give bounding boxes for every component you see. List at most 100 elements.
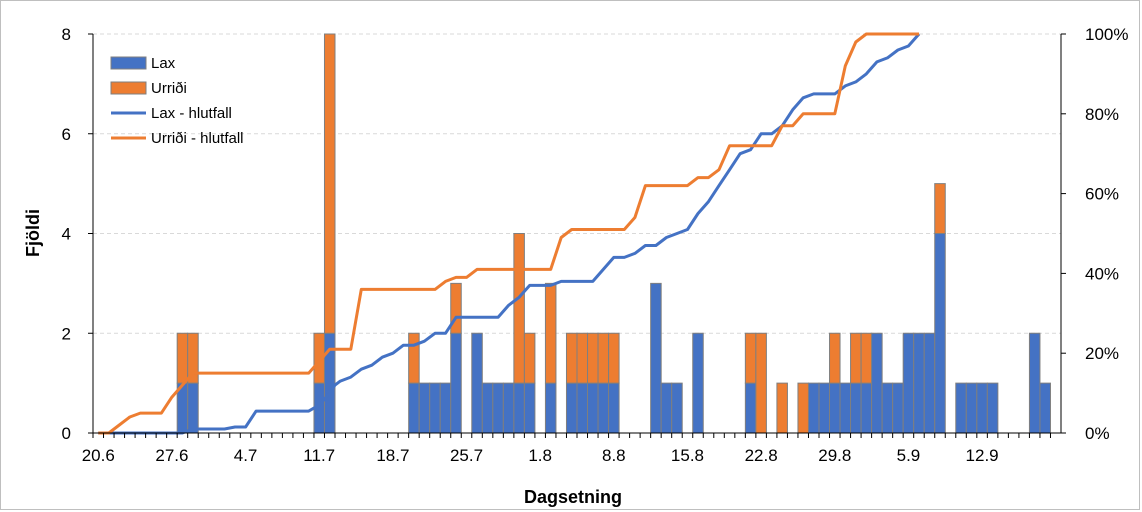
bar-lax bbox=[955, 382, 967, 434]
y2-tick-label: 20% bbox=[1085, 344, 1119, 363]
x-tick-label: 22.8 bbox=[745, 446, 778, 465]
bar-lax bbox=[1039, 382, 1051, 434]
y-tick-label: 6 bbox=[62, 125, 71, 144]
x-axis-title: Dagsetning bbox=[524, 487, 622, 507]
bar-lax bbox=[597, 382, 610, 434]
x-tick-label: 12.9 bbox=[966, 446, 999, 465]
bar-lax bbox=[860, 382, 873, 434]
x-tick-label: 18.7 bbox=[376, 446, 409, 465]
bar-series bbox=[176, 33, 1051, 434]
bar-lax bbox=[839, 382, 852, 434]
x-tick-label: 5.9 bbox=[897, 446, 921, 465]
bar-lax bbox=[913, 332, 925, 434]
x-tick-label: 4.7 bbox=[234, 446, 258, 465]
legend-label: Lax - hlutfall bbox=[151, 105, 232, 122]
x-tick-label: 27.6 bbox=[155, 446, 188, 465]
line-urridi-hlutfall bbox=[98, 32, 919, 435]
bar-lax bbox=[934, 233, 946, 434]
bar-lax bbox=[565, 382, 578, 434]
legend-swatch-lax bbox=[110, 56, 147, 70]
y-tick-label: 4 bbox=[62, 225, 71, 244]
bar-lax bbox=[513, 382, 525, 434]
bar-lax bbox=[881, 382, 894, 434]
y2-tick-label: 100% bbox=[1085, 25, 1128, 44]
bar-urridi bbox=[744, 332, 757, 384]
bar-lax bbox=[187, 382, 199, 434]
bar-lax bbox=[481, 382, 494, 434]
legend: Lax Urriði Lax - hlutfall Urriði - hlutfall bbox=[110, 55, 244, 147]
bar-lax bbox=[892, 382, 904, 434]
bar-lax bbox=[492, 382, 504, 434]
y2-tick-label: 40% bbox=[1085, 264, 1119, 283]
bar-lax bbox=[429, 382, 441, 434]
grid-lines bbox=[93, 33, 1061, 334]
bar-urridi bbox=[776, 382, 788, 434]
bar-lax bbox=[850, 382, 862, 434]
bar-lax bbox=[692, 332, 704, 434]
bar-lax bbox=[608, 382, 620, 434]
bar-lax bbox=[902, 332, 915, 434]
legend-label: Lax bbox=[151, 55, 176, 72]
bar-lax bbox=[965, 382, 978, 434]
bar-lax bbox=[418, 382, 431, 434]
bar-lax bbox=[408, 382, 420, 434]
bar-urridi bbox=[408, 332, 420, 384]
bar-lax bbox=[502, 382, 515, 434]
bar-lax bbox=[807, 382, 820, 434]
y-tick-label: 8 bbox=[62, 25, 71, 44]
y2-tick-label: 60% bbox=[1085, 185, 1119, 204]
bar-lax bbox=[829, 382, 841, 434]
x-tick-label: 25.7 bbox=[450, 446, 483, 465]
x-tick-label: 8.8 bbox=[602, 446, 626, 465]
y-tick-label: 0 bbox=[62, 424, 71, 443]
legend-swatch-urridi bbox=[110, 81, 147, 95]
bar-urridi bbox=[829, 332, 841, 384]
bar-urridi bbox=[576, 332, 589, 384]
bar-urridi bbox=[597, 332, 610, 384]
bar-urridi bbox=[755, 332, 767, 434]
bar-urridi bbox=[850, 332, 862, 384]
bar-lax bbox=[650, 282, 662, 434]
bar-lax bbox=[871, 332, 883, 434]
bar-lax bbox=[450, 332, 462, 434]
bar-urridi bbox=[587, 332, 599, 384]
bar-lax bbox=[587, 382, 599, 434]
bar-lax bbox=[576, 382, 589, 434]
y2-tick-label: 80% bbox=[1085, 105, 1119, 124]
bar-lax bbox=[1028, 332, 1041, 434]
y-axis-title: Fjöldi bbox=[23, 209, 43, 257]
bar-urridi bbox=[513, 233, 525, 384]
x-tick-label: 20.6 bbox=[82, 446, 115, 465]
x-tick-label: 1.8 bbox=[528, 446, 552, 465]
bar-lax bbox=[923, 332, 936, 434]
legend-label: Urriði bbox=[151, 80, 187, 97]
bar-urridi bbox=[934, 183, 946, 234]
x-tick-label: 15.8 bbox=[671, 446, 704, 465]
bar-urridi bbox=[608, 332, 620, 384]
bar-lax bbox=[523, 382, 536, 434]
bar-lax bbox=[471, 332, 483, 434]
bar-lax bbox=[986, 382, 999, 434]
bar-urridi bbox=[523, 332, 536, 384]
bar-lax bbox=[439, 382, 452, 434]
bar-urridi bbox=[544, 282, 557, 384]
legend-label: Urriði - hlutfall bbox=[151, 130, 244, 147]
bar-urridi bbox=[860, 332, 873, 384]
bar-lax bbox=[744, 382, 757, 434]
bar-urridi bbox=[176, 332, 189, 384]
bar-urridi bbox=[565, 332, 578, 384]
bar-urridi bbox=[187, 332, 199, 384]
bar-lax bbox=[660, 382, 673, 434]
y2-tick-label: 0% bbox=[1085, 424, 1110, 443]
line-series bbox=[98, 32, 921, 435]
bar-urridi bbox=[450, 282, 462, 334]
bar-urridi bbox=[323, 33, 336, 334]
bar-lax bbox=[976, 382, 988, 434]
y-tick-label: 2 bbox=[62, 324, 71, 343]
bar-lax bbox=[671, 382, 683, 434]
x-tick-label: 29.8 bbox=[818, 446, 851, 465]
bar-lax bbox=[544, 382, 557, 434]
